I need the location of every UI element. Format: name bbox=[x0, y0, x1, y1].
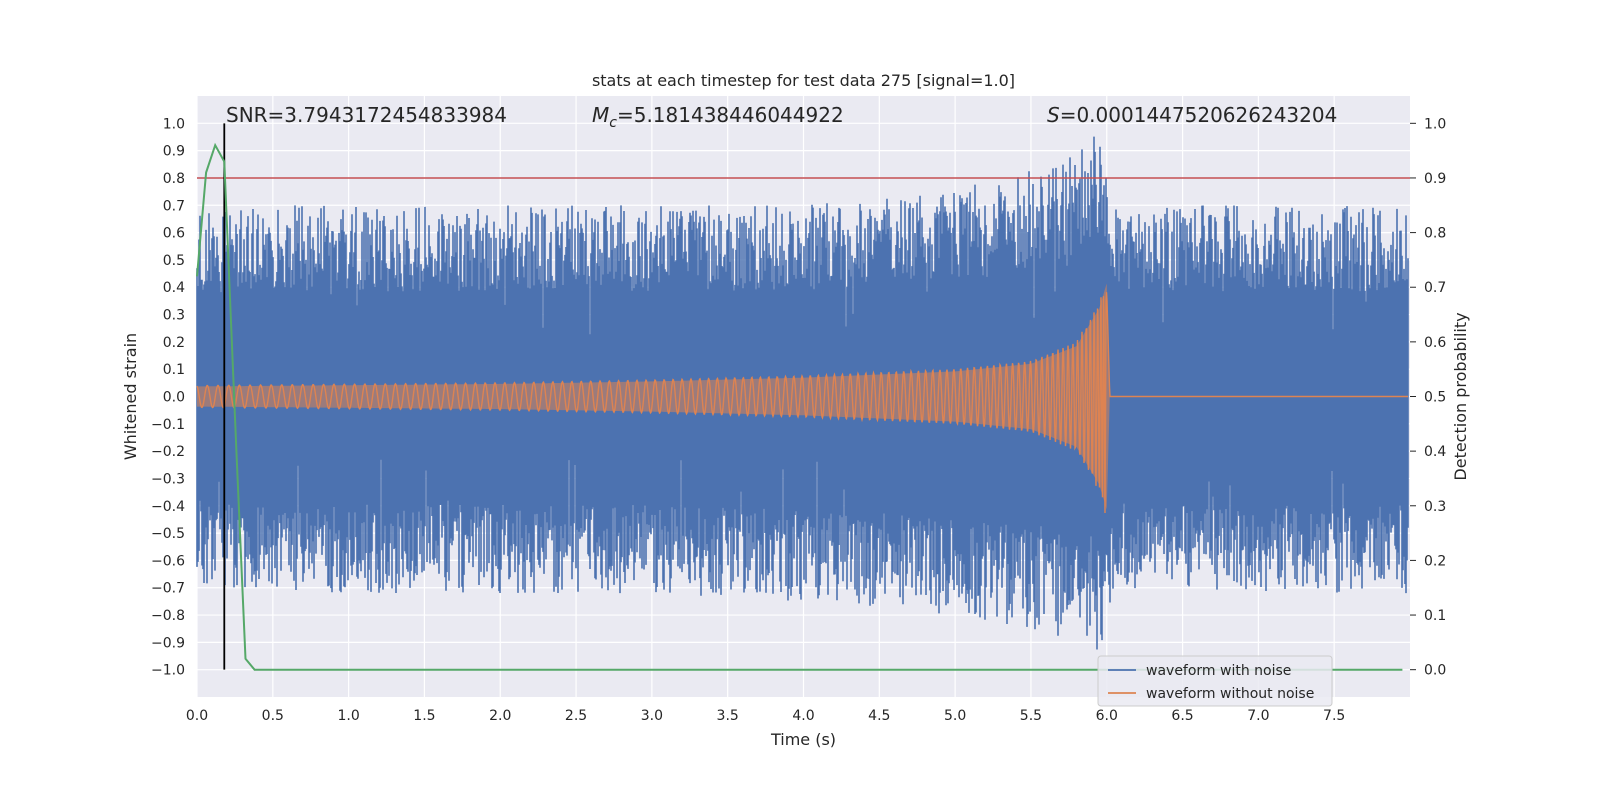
annotation-chirp-mass: Mc=5.181438446044922 bbox=[592, 103, 844, 131]
right-tick-label: 0.8 bbox=[1424, 226, 1446, 242]
y-tick-label: −0.5 bbox=[151, 526, 185, 542]
x-tick-label: 3.0 bbox=[641, 708, 663, 724]
x-tick-label: 3.5 bbox=[717, 708, 739, 724]
y-tick-label: −0.6 bbox=[151, 553, 185, 569]
x-tick-label: 1.5 bbox=[413, 708, 435, 724]
right-tick-label: 0.2 bbox=[1424, 553, 1446, 569]
y-tick-label: −1.0 bbox=[151, 663, 185, 679]
right-tick-label: 0.0 bbox=[1424, 663, 1446, 679]
x-tick-label: 4.0 bbox=[792, 708, 814, 724]
y-tick-label: 0.9 bbox=[163, 144, 185, 160]
right-axis-ticks: 0.0 0.1 0.2 0.3 0.4 0.5 0.6 0.7 0.8 0.9 1.0 bbox=[1410, 116, 1446, 679]
right-tick-label: 0.6 bbox=[1424, 335, 1446, 351]
right-tick-label: 0.1 bbox=[1424, 608, 1446, 624]
y-tick-label: −0.8 bbox=[151, 608, 185, 624]
chart-title: stats at each timestep for test data 275… bbox=[592, 71, 1015, 90]
right-tick-label: 0.4 bbox=[1424, 444, 1446, 460]
legend-box bbox=[1097, 655, 1333, 707]
y-tick-label: 0.2 bbox=[163, 335, 185, 351]
annotation-mc-value: =5.181438446044922 bbox=[617, 103, 844, 127]
right-tick-label: 0.3 bbox=[1424, 499, 1446, 515]
legend-label-noise: waveform with noise bbox=[1146, 663, 1291, 679]
x-tick-label: 0.5 bbox=[262, 708, 284, 724]
y-tick-label: 0.0 bbox=[163, 390, 185, 406]
y-tick-label: 0.6 bbox=[163, 226, 185, 242]
legend-label-signal: waveform without noise bbox=[1146, 686, 1314, 702]
x-tick-label: 6.0 bbox=[1096, 708, 1118, 724]
y-tick-label: 0.5 bbox=[163, 253, 185, 269]
annotation-mc-symbol: M bbox=[592, 103, 609, 127]
y-tick-label: 0.8 bbox=[163, 171, 185, 187]
x-tick-label: 5.5 bbox=[1020, 708, 1042, 724]
y-tick-label: −0.3 bbox=[151, 471, 185, 487]
y-tick-label: 0.3 bbox=[163, 308, 185, 324]
legend: waveform with noise waveform without noi… bbox=[1097, 655, 1333, 707]
x-tick-label: 7.0 bbox=[1247, 708, 1269, 724]
x-tick-label: 5.0 bbox=[944, 708, 966, 724]
right-tick-label: 0.5 bbox=[1424, 390, 1446, 406]
y-axis-ticks: −1.0 −0.9 −0.8 −0.7 −0.6 −0.5 −0.4 −0.3 −0.2 −0.1… bbox=[151, 116, 185, 678]
y-tick-label: −0.4 bbox=[151, 499, 185, 515]
right-tick-label: 0.7 bbox=[1424, 280, 1446, 296]
y-tick-label: −0.2 bbox=[151, 444, 185, 460]
x-axis-ticks: 0.0 0.5 1.0 1.5 2.0 2.5 3.0 3.5 4.0 4.5 5.0 5.5 6.0 6… bbox=[186, 708, 1345, 724]
y-tick-label: 0.1 bbox=[163, 362, 185, 378]
x-tick-label: 2.0 bbox=[489, 708, 511, 724]
right-tick-label: 0.9 bbox=[1424, 171, 1446, 187]
x-tick-label: 6.5 bbox=[1171, 708, 1193, 724]
x-tick-label: 1.0 bbox=[337, 708, 359, 724]
annotation-s-value: =0.0001447520626243204 bbox=[1060, 103, 1338, 127]
plot-area bbox=[196, 136, 1409, 650]
x-axis-label: Time (s) bbox=[770, 730, 836, 749]
annotation-s-symbol: S bbox=[1047, 103, 1060, 127]
series-waveform-without-noise bbox=[196, 283, 1408, 514]
right-tick-label: 1.0 bbox=[1424, 116, 1446, 132]
x-tick-label: 7.5 bbox=[1323, 708, 1345, 724]
x-tick-label: 4.5 bbox=[868, 708, 890, 724]
y-tick-label: −0.1 bbox=[151, 417, 185, 433]
y-tick-label: 1.0 bbox=[163, 116, 185, 132]
annotation-mc-subscript: c bbox=[609, 115, 617, 131]
y-tick-label: 0.4 bbox=[163, 280, 185, 296]
x-tick-label: 0.0 bbox=[186, 708, 208, 724]
y-axis-label: Whitened strain bbox=[121, 333, 140, 460]
x-tick-label: 2.5 bbox=[565, 708, 587, 724]
y-tick-label: −0.9 bbox=[151, 635, 185, 651]
right-axis-label: Detection probability bbox=[1451, 312, 1470, 480]
y-tick-label: −0.7 bbox=[151, 581, 185, 597]
y-tick-label: 0.7 bbox=[163, 198, 185, 214]
signal-envelope bbox=[197, 283, 1110, 510]
annotation-s: S=0.0001447520626243204 bbox=[1047, 103, 1337, 127]
series-detection-probability bbox=[196, 142, 1403, 671]
annotation-snr: SNR=3.7943172454833984 bbox=[226, 103, 507, 127]
